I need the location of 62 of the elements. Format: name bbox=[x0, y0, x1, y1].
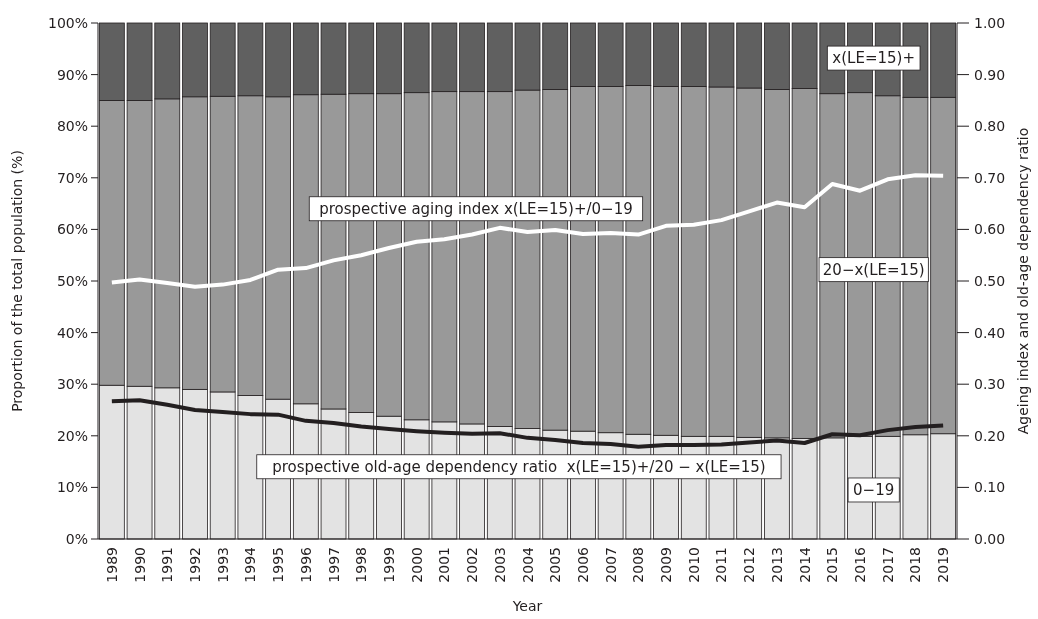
x-tick-label: 1995 bbox=[270, 547, 287, 583]
y2-tick-label: 0.50 bbox=[974, 273, 1006, 289]
y2-tick-label: 0.00 bbox=[974, 531, 1006, 547]
x-tick-label: 2013 bbox=[768, 547, 785, 583]
x-tick-label: 1993 bbox=[214, 547, 231, 583]
series-label: 0−19 bbox=[853, 480, 895, 499]
y2-tick-label: 1.00 bbox=[974, 15, 1006, 31]
y2-tick-label: 0.10 bbox=[974, 479, 1006, 496]
x-axis-title: Year bbox=[511, 598, 543, 614]
series-label: prospective aging index x(LE=15)+/0−19 bbox=[319, 199, 633, 218]
y-tick-label: 70% bbox=[56, 169, 88, 186]
y-tick-label: 20% bbox=[56, 427, 88, 444]
y-tick-label: 90% bbox=[56, 66, 88, 83]
x-tick-label: 2018 bbox=[907, 547, 924, 583]
x-tick-label: 1992 bbox=[186, 547, 203, 583]
y2-tick-label: 0.30 bbox=[974, 376, 1006, 393]
y-tick-label: 30% bbox=[56, 376, 88, 393]
y-tick-label: 0% bbox=[65, 531, 88, 547]
y2-tick-label: 0.20 bbox=[974, 427, 1006, 444]
y2-axis-title: Ageing index and old-age dependency ratio bbox=[1015, 127, 1031, 435]
series-label: prospective old-age dependency ratio x(LE=15)+/20 − x(LE=15) bbox=[272, 457, 766, 476]
x-tick-label: 2008 bbox=[630, 547, 647, 583]
y-axis-title: Proportion of the total population (%) bbox=[9, 150, 25, 412]
x-tick-label: 1994 bbox=[242, 546, 259, 583]
line-series bbox=[109, 173, 946, 289]
series-label: x(LE=15)+ bbox=[832, 49, 915, 68]
y-tick-label: 60% bbox=[56, 221, 88, 238]
x-tick-label: 2006 bbox=[574, 546, 591, 583]
x-tick-label: 2016 bbox=[852, 546, 869, 583]
y-tick-label: 80% bbox=[56, 118, 88, 135]
y2-tick-label: 0.60 bbox=[974, 221, 1006, 238]
x-tick-label: 2003 bbox=[491, 547, 508, 583]
x-tick-label: 2009 bbox=[658, 547, 675, 583]
y2-tick-label: 0.70 bbox=[974, 169, 1006, 186]
y2-tick-label: 0.40 bbox=[974, 324, 1006, 341]
x-tick-label: 2014 bbox=[796, 546, 813, 583]
x-tick-label: 1991 bbox=[159, 547, 176, 583]
x-tick-label: 2005 bbox=[547, 547, 564, 583]
y-tick-label: 40% bbox=[56, 324, 88, 341]
x-tick-label: 2004 bbox=[519, 546, 536, 583]
x-tick-label: 2007 bbox=[602, 547, 619, 583]
x-tick-label: 2019 bbox=[935, 547, 952, 583]
x-tick-label: 1998 bbox=[353, 547, 370, 583]
y-tick-label: 10% bbox=[56, 479, 88, 496]
x-tick-label: 1990 bbox=[131, 547, 148, 583]
x-tick-label: 2002 bbox=[464, 547, 481, 583]
x-tick-label: 2001 bbox=[436, 547, 453, 583]
x-tick-label: 1997 bbox=[325, 547, 342, 583]
x-tick-label: 2012 bbox=[741, 547, 758, 583]
y-tick-label: 50% bbox=[56, 273, 88, 289]
x-tick-label: 2017 bbox=[879, 547, 896, 583]
x-tick-label: 2000 bbox=[408, 547, 425, 583]
x-tick-label: 2010 bbox=[685, 547, 702, 583]
x-tick-label: 1989 bbox=[103, 547, 120, 583]
x-tick-label: 2015 bbox=[824, 547, 841, 583]
series-label: 20−x(LE=15) bbox=[822, 260, 925, 279]
y-tick-label: 100% bbox=[47, 15, 88, 31]
x-tick-label: 1999 bbox=[380, 547, 397, 583]
x-tick-label: 2011 bbox=[713, 547, 730, 583]
y2-tick-label: 0.90 bbox=[974, 66, 1006, 83]
y2-tick-label: 0.80 bbox=[974, 118, 1006, 135]
x-tick-label: 1996 bbox=[297, 546, 314, 583]
